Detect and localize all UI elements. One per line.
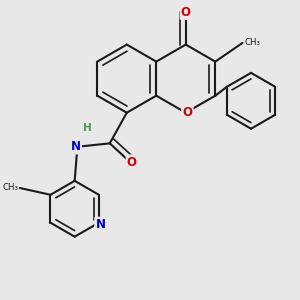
- Text: CH₃: CH₃: [2, 184, 18, 193]
- Text: CH₃: CH₃: [244, 38, 260, 47]
- Text: O: O: [182, 106, 192, 119]
- Text: H: H: [83, 123, 92, 133]
- Text: N: N: [95, 218, 106, 231]
- Text: O: O: [127, 156, 137, 169]
- Text: O: O: [181, 6, 191, 19]
- Text: N: N: [71, 140, 81, 153]
